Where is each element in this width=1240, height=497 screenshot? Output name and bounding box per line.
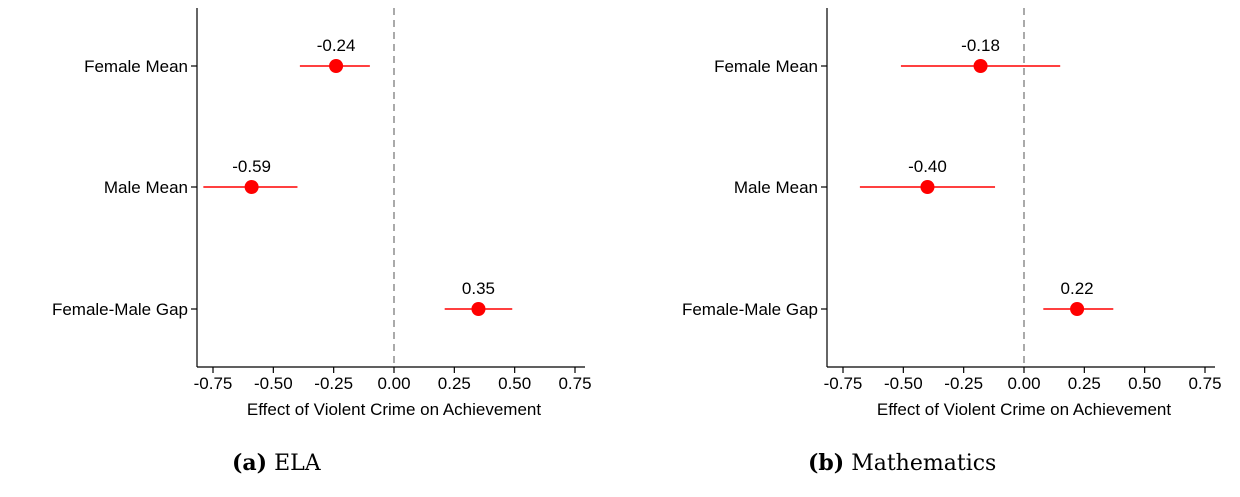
y-category-label: Female-Male Gap: [52, 300, 188, 319]
caption-b-letter: (b): [808, 450, 845, 476]
x-axis-label: Effect of Violent Crime on Achievement: [247, 400, 541, 419]
y-category-label: Male Mean: [104, 178, 188, 197]
caption-b: (b) Mathematics: [808, 450, 996, 476]
y-category-label: Male Mean: [734, 178, 818, 197]
point-estimate: [329, 59, 344, 73]
x-tick-label: -0.25: [314, 374, 353, 393]
x-tick-label: 0.50: [1128, 374, 1161, 393]
x-tick-label: -0.50: [254, 374, 293, 393]
x-tick-label: -0.25: [944, 374, 983, 393]
x-tick-label: 0.25: [438, 374, 471, 393]
estimate-data-label: -0.24: [317, 36, 356, 55]
x-tick-label: 0.00: [1007, 374, 1040, 393]
estimate-data-label: -0.18: [961, 36, 1000, 55]
point-estimate: [973, 59, 988, 73]
estimate-data-label: -0.40: [908, 157, 947, 176]
estimate-data-label: 0.22: [1061, 279, 1094, 298]
point-estimate: [1070, 302, 1085, 316]
x-tick-label: 0.25: [1068, 374, 1101, 393]
x-axis-label: Effect of Violent Crime on Achievement: [877, 400, 1171, 419]
x-tick-label: -0.75: [824, 374, 863, 393]
y-category-label: Female Mean: [84, 57, 188, 76]
caption-a: (a) ELA: [232, 450, 321, 476]
chart-panel-b: -0.75 -0.50 -0.25 0.00 0.25 0.50 0.75 Effect of…: [682, 8, 1222, 419]
estimate-data-label: 0.35: [462, 279, 495, 298]
caption-a-text: ELA: [274, 451, 321, 476]
point-estimate: [471, 302, 486, 316]
point-estimate: [244, 180, 259, 194]
x-tick-label: -0.50: [884, 374, 923, 393]
x-tick-label: -0.75: [194, 374, 233, 393]
x-tick-label: 0.00: [377, 374, 410, 393]
y-category-label: Female Mean: [714, 57, 818, 76]
caption-a-letter: (a): [232, 450, 268, 476]
y-category-label: Female-Male Gap: [682, 300, 818, 319]
point-estimate: [920, 180, 935, 194]
caption-b-text: Mathematics: [851, 451, 997, 476]
x-tick-label: 0.50: [498, 374, 531, 393]
estimate-data-label: -0.59: [232, 157, 271, 176]
x-tick-label: 0.75: [558, 374, 591, 393]
x-tick-label: 0.75: [1188, 374, 1221, 393]
chart-panel-a: -0.75 -0.50 -0.25 0.00 0.25 0.50 0.75 Effect of…: [52, 8, 592, 419]
